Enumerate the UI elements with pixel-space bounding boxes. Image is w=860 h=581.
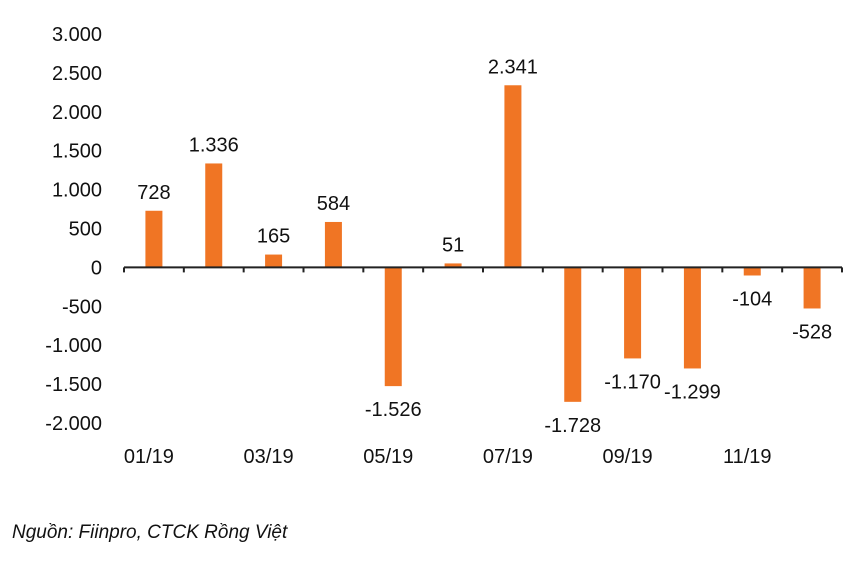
y-tick-label: -2.000 bbox=[45, 413, 102, 435]
data-label: 165 bbox=[257, 226, 290, 248]
bar bbox=[624, 267, 642, 359]
y-tick-label: 0 bbox=[91, 257, 102, 279]
x-tick-label: 01/19 bbox=[124, 446, 174, 468]
y-tick-label: -1.500 bbox=[45, 374, 102, 396]
data-labels: 7281.336165584-1.526512.341-1.728-1.170-… bbox=[137, 56, 832, 437]
x-tick-label: 07/19 bbox=[483, 446, 533, 468]
bar bbox=[324, 221, 342, 268]
bar bbox=[444, 263, 462, 268]
bar bbox=[504, 85, 522, 268]
bar bbox=[205, 163, 223, 268]
data-label: -1.526 bbox=[365, 399, 422, 421]
data-label: 728 bbox=[137, 182, 170, 204]
y-tick-label: -500 bbox=[62, 296, 102, 318]
data-label: 2.341 bbox=[488, 56, 538, 78]
y-tick-label: 2.000 bbox=[52, 102, 102, 124]
source-note: Nguồn: Fiinpro, CTCK Rồng Việt bbox=[12, 522, 288, 543]
bar bbox=[743, 267, 761, 276]
y-tick-label: 3.000 bbox=[52, 24, 102, 46]
bar bbox=[145, 210, 163, 268]
bar-chart: 3.000 2.500 2.000 1.500 1.000 500 0 -500 -1.000 -… bbox=[45, 24, 843, 468]
x-tick-label: 09/19 bbox=[603, 446, 653, 468]
x-axis-tick-marks bbox=[123, 267, 843, 273]
x-tick-label: 05/19 bbox=[363, 446, 413, 468]
y-tick-label: 500 bbox=[69, 219, 102, 241]
bar bbox=[683, 267, 701, 369]
y-tick-label: 2.500 bbox=[52, 63, 102, 85]
x-tick-label: 11/19 bbox=[723, 446, 772, 468]
y-tick-label: 1.000 bbox=[52, 180, 102, 202]
y-tick-label: -1.000 bbox=[45, 335, 102, 357]
x-axis-tick-labels: 01/19 03/19 05/19 07/19 09/19 11/19 bbox=[124, 446, 772, 468]
data-label: 51 bbox=[442, 234, 464, 256]
bars bbox=[145, 85, 821, 402]
data-label: -528 bbox=[792, 321, 832, 343]
data-label: 584 bbox=[317, 193, 350, 215]
x-tick-label: 03/19 bbox=[244, 446, 294, 468]
bar bbox=[564, 267, 582, 402]
data-label: 1.336 bbox=[189, 134, 239, 156]
bar bbox=[265, 254, 283, 268]
bar bbox=[384, 267, 402, 387]
data-label: -1.170 bbox=[604, 371, 661, 393]
bar bbox=[803, 267, 821, 309]
data-label: -104 bbox=[732, 288, 772, 310]
y-tick-label: 1.500 bbox=[52, 141, 102, 163]
y-axis-tick-labels: 3.000 2.500 2.000 1.500 1.000 500 0 -500 -1.000 -… bbox=[45, 24, 102, 435]
data-label: -1.299 bbox=[664, 381, 721, 403]
data-label: -1.728 bbox=[544, 415, 601, 437]
